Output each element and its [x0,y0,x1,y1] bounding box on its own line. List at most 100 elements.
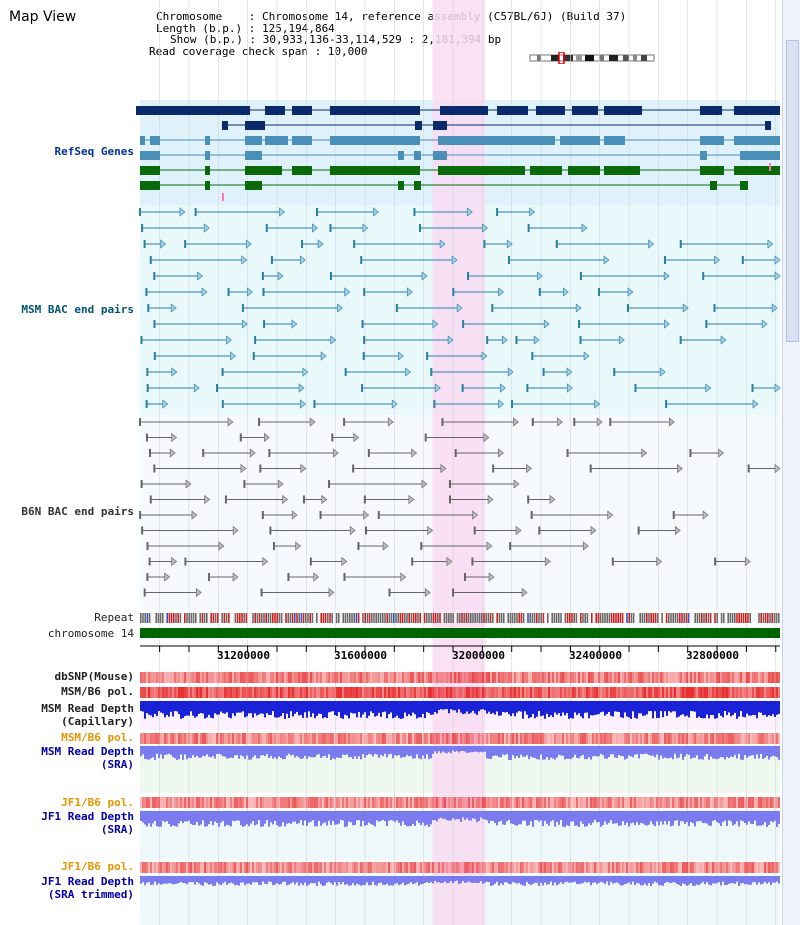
msm-bac-pair-end[interactable] [491,304,494,312]
msm-bac-pair-end[interactable] [363,336,366,344]
msm-bac-pair-end[interactable] [575,303,582,313]
gene-exon[interactable] [245,121,265,130]
b6n-bac-pair-end[interactable] [363,510,370,520]
msm-bac-pair-end[interactable] [391,399,398,409]
b6n-bac-pair-end[interactable] [513,417,519,427]
msm-bac-pair-end[interactable] [373,207,379,217]
msm-bac-pair-end[interactable] [145,288,148,296]
msm-bac-pair-end[interactable] [713,304,716,312]
b6n-bac-pair-end[interactable] [364,526,367,535]
msm-bac-pair-end[interactable] [363,288,366,296]
msm-bac-pair-end[interactable] [406,287,413,297]
gene-exon[interactable] [710,181,717,190]
b6n-bac-pair-end[interactable] [204,494,211,505]
msm-bac-pair-end[interactable] [312,223,318,233]
gene-exon[interactable] [398,151,404,160]
gene-exon[interactable] [700,166,724,175]
msm-bac-pair-end[interactable] [533,335,540,345]
msm-bac-pair-end[interactable] [162,399,169,409]
b6n-bac-pair-end[interactable] [382,541,389,551]
b6n-bac-pair-end[interactable] [202,449,205,457]
msm-bac-pair-end[interactable] [506,239,513,249]
msm-bac-pair-end[interactable] [241,255,248,265]
msm-bac-pair-end[interactable] [430,368,433,376]
track-label-msm-bac[interactable]: MSM BAC end pairs [21,303,134,316]
gene-exon[interactable] [140,166,160,175]
msm-bac-pair-end[interactable] [501,335,508,345]
gene-exon[interactable] [530,166,562,175]
msm-bac-pair-end[interactable] [265,224,268,232]
b6n-bac-pair-end[interactable] [227,417,234,427]
b6n-bac-pair-end[interactable] [566,449,569,457]
b6n-bac-pair-end[interactable] [589,464,592,473]
b6n-bac-pair-end[interactable] [637,526,640,535]
msm-bac-pair-end[interactable] [194,208,197,216]
gene-exon[interactable] [330,136,420,145]
b6n-bac-pair-end[interactable] [388,588,391,597]
b6n-bac-pair-end[interactable] [744,556,751,567]
b6n-bac-pair-end[interactable] [153,464,156,473]
b6n-bac-pair-end[interactable] [319,511,322,519]
msm-bac-pair-end[interactable] [171,367,178,377]
b6n-bac-pair-end[interactable] [224,495,227,504]
msm-bac-pair-end[interactable] [537,271,543,281]
b6n-bac-pair-end[interactable] [232,525,239,536]
b6n-bac-pair-end[interactable] [492,464,495,473]
msm-bac-pair-end[interactable] [583,351,590,361]
msm-bac-pair-end[interactable] [618,335,625,345]
b6n-bac-pair-end[interactable] [674,525,681,536]
msm-bac-pair-end[interactable] [665,400,668,408]
b6n-bac-pair-end[interactable] [387,417,394,427]
b6n-bac-pair-end[interactable] [184,557,187,566]
b6n-bac-pair-end[interactable] [328,480,331,488]
msm-bac-pair-end[interactable] [433,400,436,408]
b6n-bac-pair-end[interactable] [607,510,614,520]
b6n-bac-pair-end[interactable] [313,572,320,582]
msm-bac-pair-end[interactable] [507,367,514,377]
b6n-bac-pair-end[interactable] [249,448,256,458]
msm-bac-pair-end[interactable] [498,287,504,297]
b6n-bac-pair-end[interactable] [487,494,494,505]
gene-exon[interactable] [330,166,420,175]
gene-exon[interactable] [536,106,565,115]
b6n-bac-pair-end[interactable] [472,510,479,520]
gene-exon[interactable] [292,106,312,115]
msm-bac-pair-end[interactable] [774,383,781,393]
b6n-bac-pair-end[interactable] [424,433,427,442]
msm-bac-pair-end[interactable] [353,240,356,248]
b6n-bac-pair-end[interactable] [509,542,512,550]
gene-exon[interactable] [414,151,421,160]
b6n-bac-pair-end[interactable] [672,511,675,519]
b6n-bac-pair-end[interactable] [473,526,476,535]
b6n-bac-pair-end[interactable] [264,432,270,443]
gene-exon[interactable] [140,136,145,145]
msm-bac-pair-end[interactable] [578,320,581,328]
gene-exon[interactable] [700,136,724,145]
b6n-bac-pair-end[interactable] [609,418,612,426]
msm-bac-pair-end[interactable] [179,207,186,217]
msm-bac-pair-end[interactable] [395,304,398,312]
gene-exon[interactable] [330,106,420,115]
msm-bac-pair-end[interactable] [664,319,670,329]
b6n-bac-pair-end[interactable] [352,464,355,473]
b6n-bac-pair-end[interactable] [590,525,597,536]
b6n-bac-pair-end[interactable] [243,480,246,488]
gene-exon[interactable] [245,136,262,145]
b6n-bac-pair-end[interactable] [287,573,290,581]
b6n-bac-pair-end[interactable] [269,526,272,535]
msm-bac-pair-end[interactable] [426,352,429,360]
ideogram-region-marker[interactable] [558,52,565,64]
b6n-bac-pair-end[interactable] [377,511,380,519]
gene-exon[interactable] [245,181,262,190]
b6n-bac-pair-end[interactable] [641,448,648,458]
gene-exon[interactable] [740,151,780,160]
msm-bac-pair-end[interactable] [594,399,601,409]
msm-bac-pair-end[interactable] [648,239,655,249]
gene-exon[interactable] [205,151,210,160]
b6n-bac-pair-end[interactable] [343,418,346,426]
b6n-bac-pair-end[interactable] [440,463,447,474]
b6n-bac-pair-end[interactable] [596,417,603,427]
msm-bac-pair-end[interactable] [751,384,754,392]
msm-bac-pair-end[interactable] [462,320,465,328]
msm-bac-pair-end[interactable] [361,384,364,392]
